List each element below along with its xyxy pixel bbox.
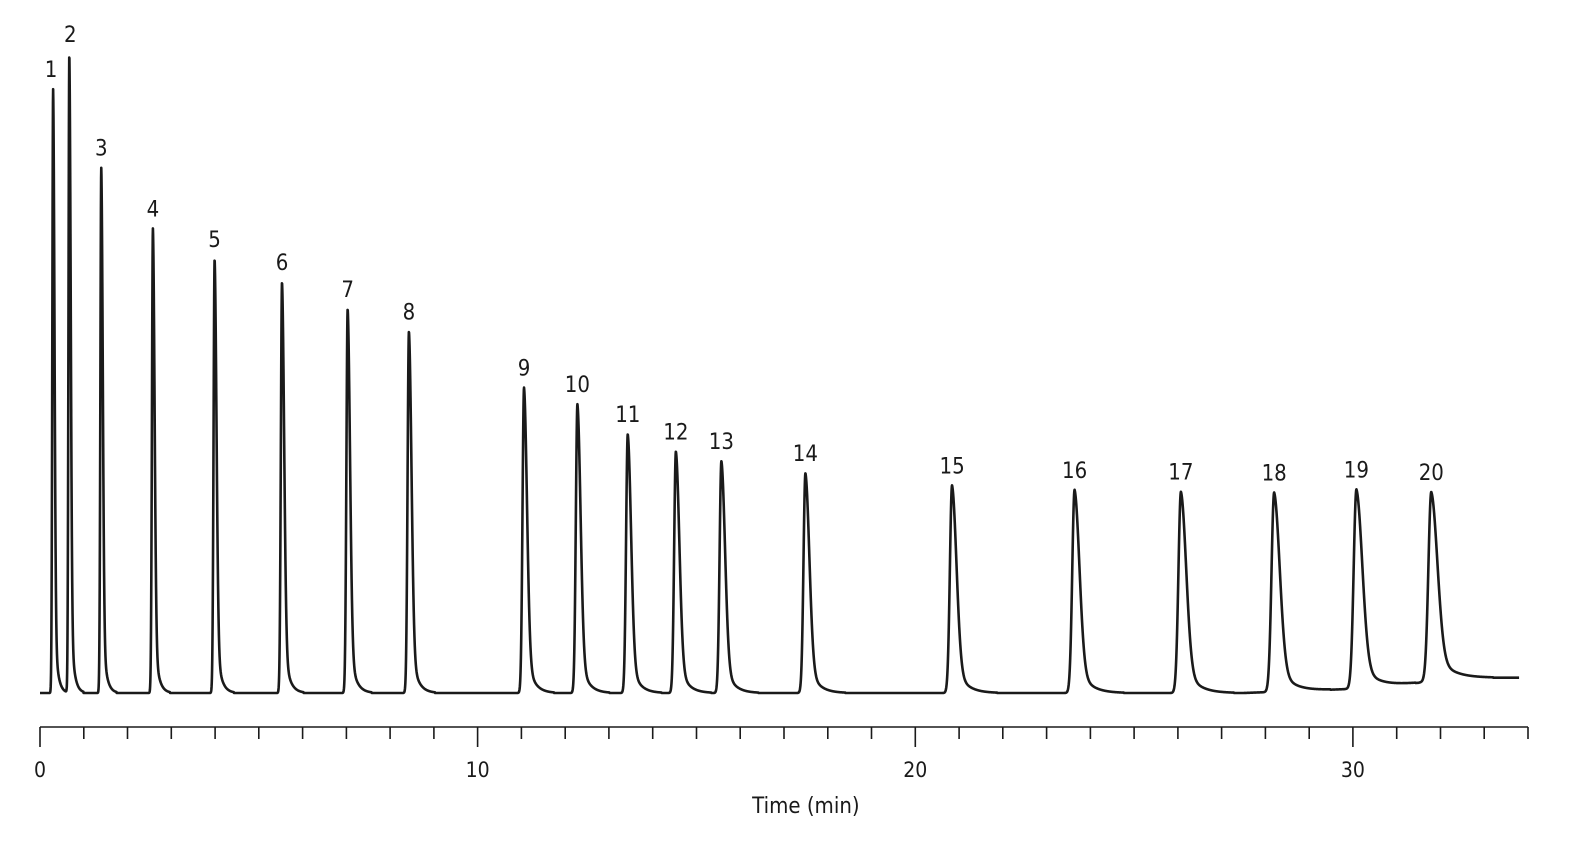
peak-label-18: 18 — [1262, 462, 1287, 487]
peak-label-14: 14 — [793, 442, 818, 467]
peak-label-11: 11 — [615, 403, 640, 428]
peak-label-2: 2 — [64, 23, 77, 48]
x-tick-labels: 0 10 20 30 — [34, 758, 1365, 782]
peak-label-15: 15 — [940, 454, 965, 479]
peak-label-19: 19 — [1344, 458, 1369, 483]
peak-label-8: 8 — [403, 300, 416, 325]
x-axis: 0 10 20 30 Time (min) — [34, 726, 1529, 819]
x-tick-label: 20 — [903, 758, 927, 782]
peak-label-5: 5 — [208, 228, 221, 253]
x-tick-label: 10 — [466, 758, 490, 782]
peak-label-4: 4 — [147, 197, 160, 222]
peak-label-3: 3 — [95, 137, 108, 162]
peak-label-12: 12 — [663, 421, 688, 446]
peak-label-1: 1 — [45, 58, 58, 83]
x-tick-label: 0 — [34, 758, 46, 782]
peak-label-20: 20 — [1419, 461, 1444, 486]
chromatogram-trace — [38, 56, 1521, 695]
peak-label-10: 10 — [565, 373, 590, 398]
x-axis-title: Time (min) — [751, 794, 859, 819]
peak-label-6: 6 — [276, 251, 289, 276]
peak-label-7: 7 — [341, 278, 354, 303]
x-tick-label: 30 — [1341, 758, 1365, 782]
peak-label-9: 9 — [518, 357, 531, 382]
peak-label-16: 16 — [1062, 459, 1087, 484]
peak-label-13: 13 — [709, 430, 734, 455]
x-ticks — [39, 727, 1529, 747]
peak-label-17: 17 — [1168, 461, 1193, 486]
